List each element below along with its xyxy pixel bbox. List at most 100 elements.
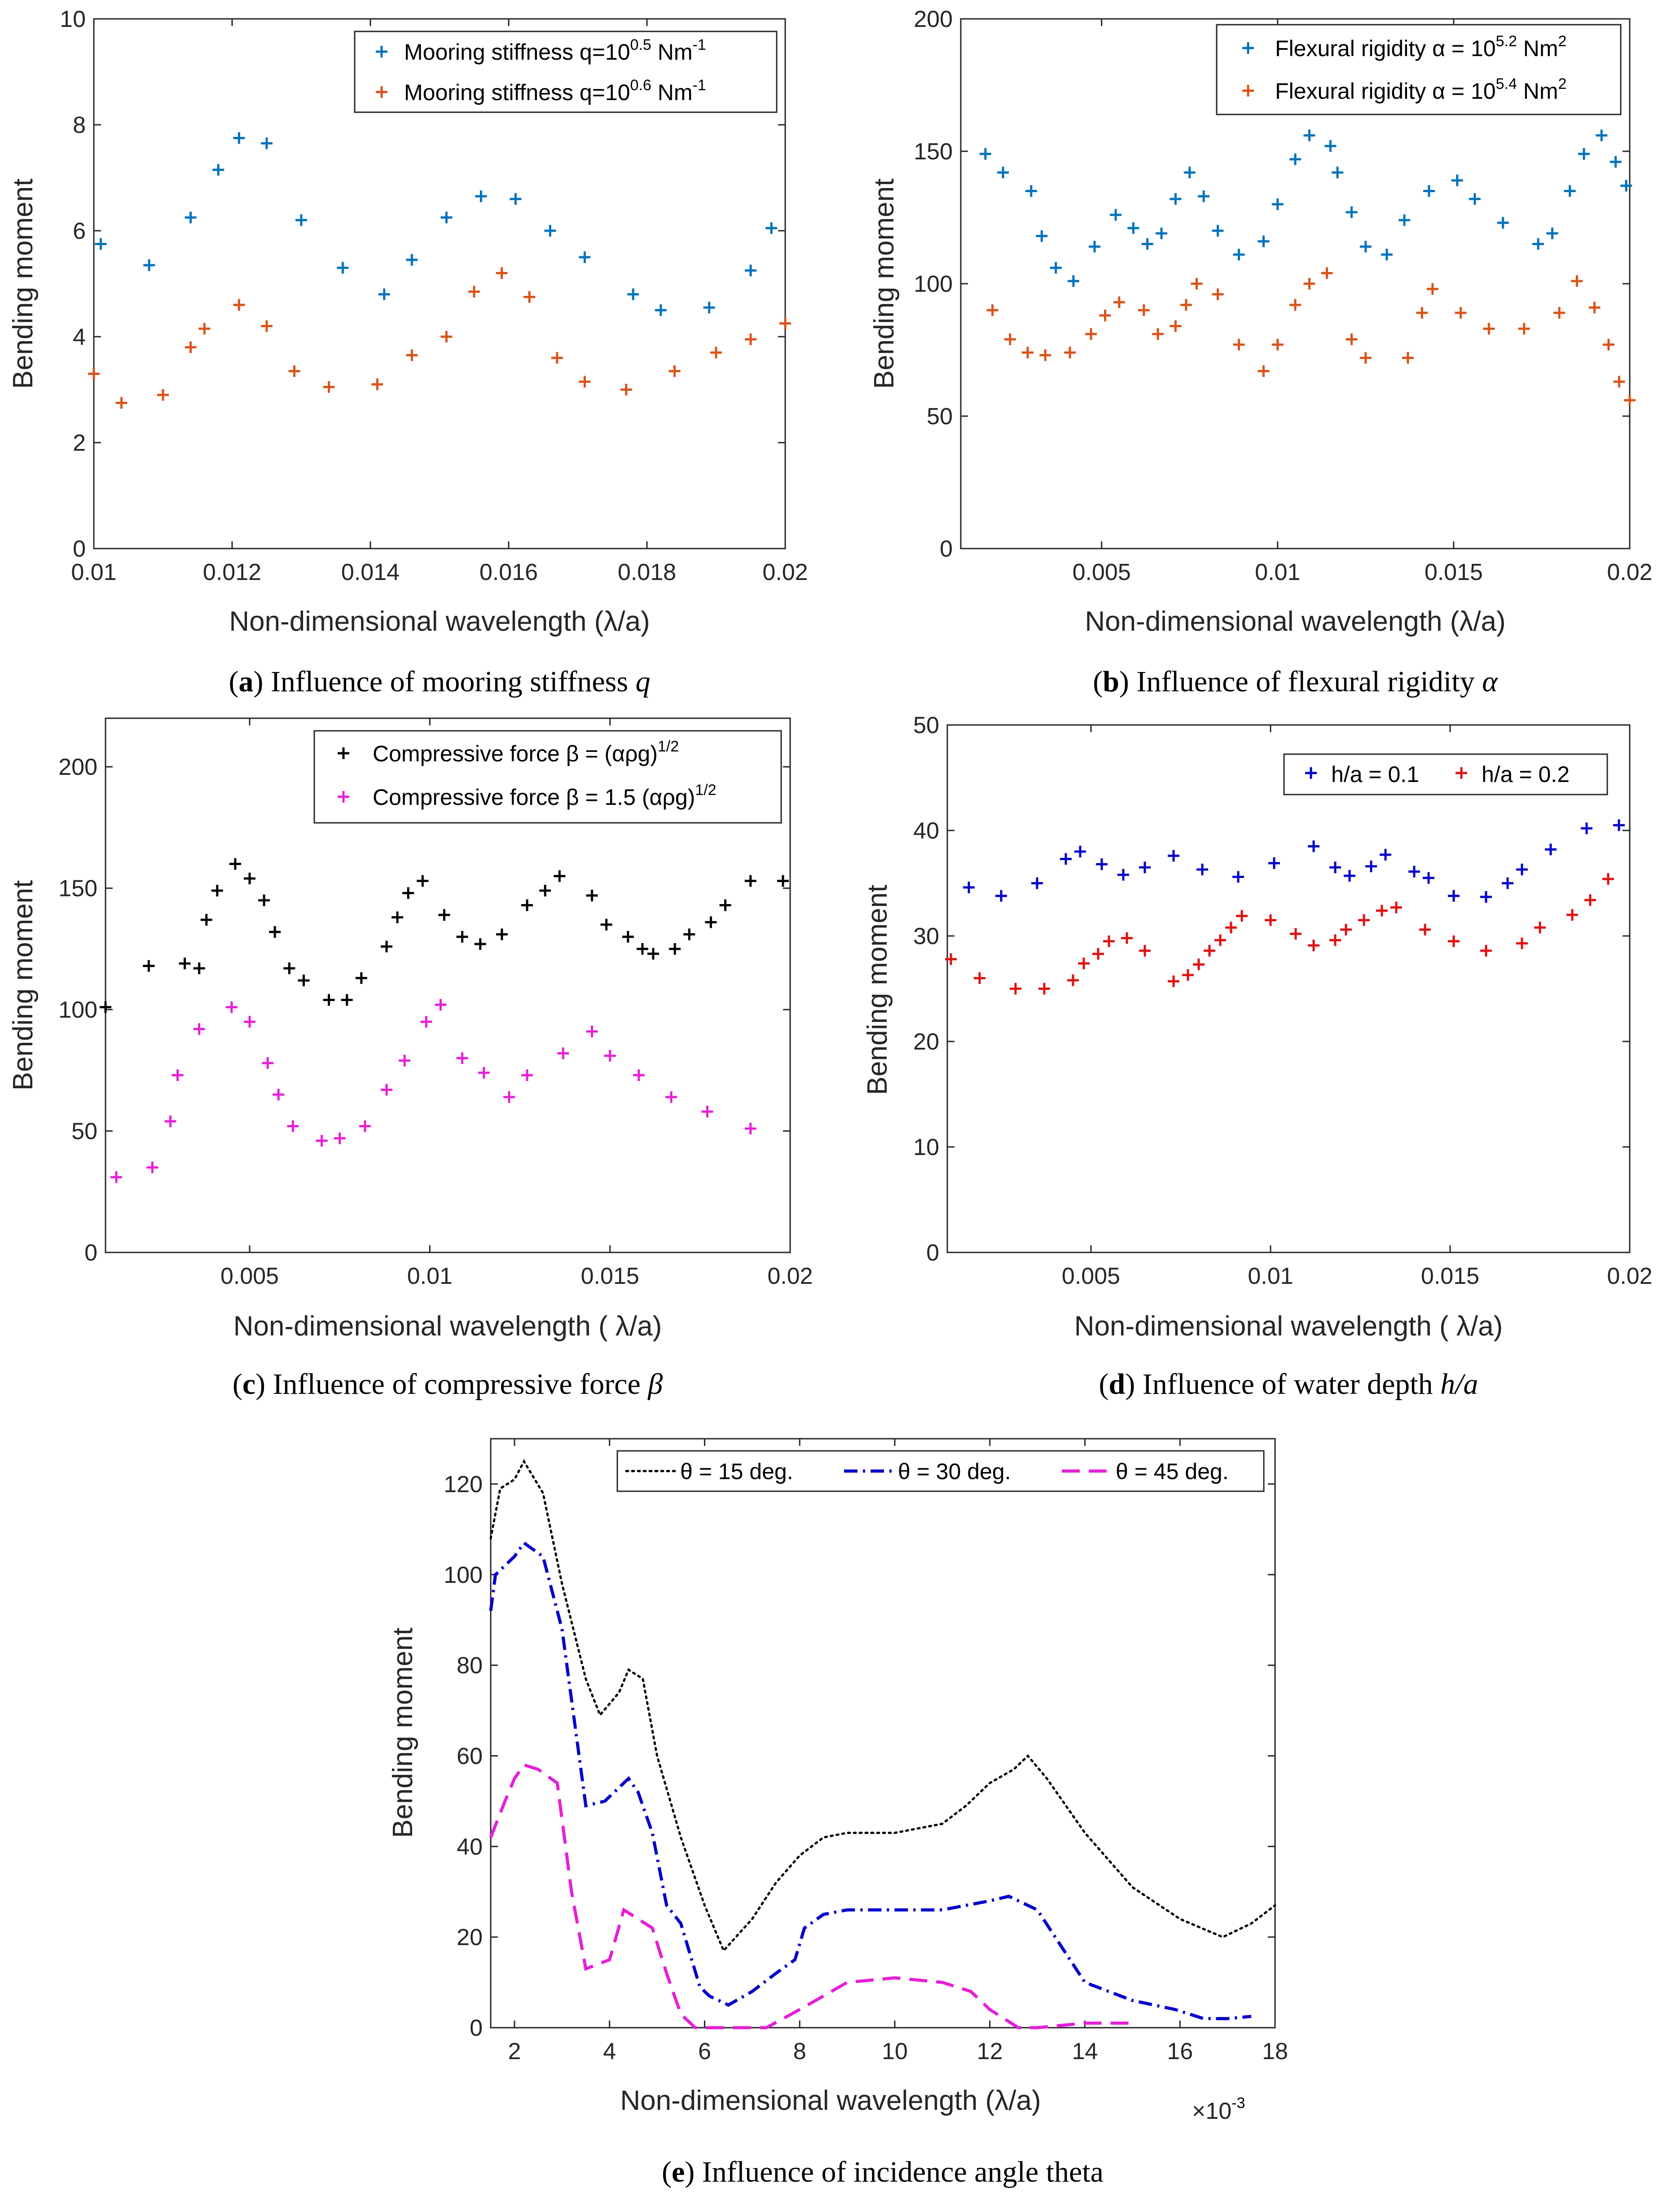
data-point-b-s1 xyxy=(1085,328,1097,340)
data-point-b-s1 xyxy=(1483,323,1495,335)
data-point-b-s0 xyxy=(1620,180,1632,192)
y-tick-label: 40 xyxy=(913,818,939,844)
x-axis-label-b: Non-dimensional wavelength (λ/a) xyxy=(1085,606,1505,637)
data-point-d-s1 xyxy=(1103,935,1115,947)
data-point-d-s0 xyxy=(1613,819,1625,831)
data-point-d-s1 xyxy=(1236,910,1248,922)
data-point-b-s1 xyxy=(986,304,998,316)
data-point-c-s1 xyxy=(503,1091,515,1103)
data-point-a-s1 xyxy=(779,317,791,329)
data-point-d-s0 xyxy=(1344,870,1355,882)
data-point-c-s1 xyxy=(665,1091,677,1103)
data-point-b-s0 xyxy=(1469,193,1481,205)
data-point-a-s1 xyxy=(551,352,563,364)
x-axis-label-c: Non-dimensional wavelength ( λ/a) xyxy=(233,1311,662,1342)
data-point-a-s0 xyxy=(765,222,778,234)
data-point-b-s0 xyxy=(1067,275,1079,287)
data-point-d-s0 xyxy=(1516,863,1528,875)
data-point-c-s0 xyxy=(554,870,566,882)
data-point-b-s0 xyxy=(1497,217,1509,229)
legend-e: θ = 15 deg. θ = 30 deg. θ = 45 deg. xyxy=(616,1450,1265,1492)
y-ticks-c: 0 50 100 150 200 xyxy=(58,754,790,1266)
data-point-d-s1 xyxy=(1182,969,1194,981)
data-point-a-s0 xyxy=(703,302,715,314)
data-point-c-s0 xyxy=(669,943,681,955)
data-point-b-s1 xyxy=(1039,349,1051,361)
panel-e: 0 20 40 60 80 100 120 2 4 6 8 10 12 14 16 18 Non-dimen… xyxy=(387,1438,1288,2188)
data-point-d-s0 xyxy=(995,890,1007,902)
data-point-b-s0 xyxy=(1532,238,1544,250)
series-line-e-0 xyxy=(489,1459,1276,1953)
legend-box-e xyxy=(616,1450,1265,1492)
x-tick-label: 4 xyxy=(603,2038,616,2064)
data-point-d-s1 xyxy=(1214,934,1226,946)
data-point-a-s0 xyxy=(337,262,349,274)
caption-d: (d) Influence of water depth h/a xyxy=(1099,1368,1478,1401)
data-point-b-s1 xyxy=(1613,376,1625,388)
panel-d: 0 10 20 30 40 50 0.005 0.01 0.015 0.02 Non-dimen… xyxy=(862,712,1653,1401)
caption-e: (e) Influence of incidence angle theta xyxy=(662,2156,1104,2188)
data-point-d-s0 xyxy=(1139,861,1151,874)
data-point-d-s1 xyxy=(1329,934,1341,946)
data-point-c-s0 xyxy=(100,1001,111,1013)
marks-d xyxy=(945,819,1625,995)
data-point-b-s1 xyxy=(1426,283,1438,295)
panel-a: 0 2 4 6 8 10 0.01 0.012 0.014 0.016 0.018 0.02 Non… xyxy=(8,6,808,698)
x-tick-label: 0.02 xyxy=(1607,1263,1652,1289)
data-point-d-s0 xyxy=(1308,840,1319,852)
data-point-c-s1 xyxy=(110,1171,123,1183)
x-tick-label: 0.015 xyxy=(581,1263,639,1289)
y-tick-label: 100 xyxy=(444,1562,483,1588)
data-point-b-s1 xyxy=(1170,320,1182,332)
legend-plus-icon xyxy=(1242,85,1254,97)
y-tick-label: 50 xyxy=(71,1119,97,1145)
data-point-b-s1 xyxy=(1588,302,1601,314)
x-ticks-e: 2 4 6 8 10 12 14 16 18 xyxy=(508,1439,1288,2064)
data-point-b-s1 xyxy=(1416,307,1428,319)
data-point-b-s0 xyxy=(1332,167,1344,179)
x-tick-label: 10 xyxy=(882,2038,908,2064)
data-point-b-s0 xyxy=(1050,262,1062,274)
data-point-d-s1 xyxy=(1376,905,1388,917)
data-point-c-s0 xyxy=(211,885,223,897)
data-point-a-s1 xyxy=(523,291,536,303)
data-point-a-s1 xyxy=(668,365,681,377)
data-point-c-s0 xyxy=(200,914,212,926)
data-point-d-s1 xyxy=(1121,932,1133,944)
data-point-a-s0 xyxy=(440,211,453,224)
data-point-c-s0 xyxy=(705,916,717,928)
data-point-c-s0 xyxy=(269,926,281,938)
data-point-d-s1 xyxy=(1168,975,1179,988)
data-point-b-s1 xyxy=(1138,304,1150,316)
y-tick-label: 50 xyxy=(927,404,953,430)
data-point-b-s1 xyxy=(1321,267,1333,279)
data-point-c-s1 xyxy=(381,1084,393,1096)
x-tick-label: 0.015 xyxy=(1421,1263,1479,1289)
data-point-d-s0 xyxy=(1031,877,1043,889)
data-point-d-s0 xyxy=(963,881,975,893)
data-point-a-s0 xyxy=(143,259,155,271)
data-point-b-s0 xyxy=(1258,235,1270,247)
data-point-d-s1 xyxy=(1516,937,1528,949)
data-point-d-s0 xyxy=(1480,891,1492,903)
data-point-a-s0 xyxy=(233,132,245,144)
legend-b: Flexural rigidity α = 105.2 Nm2 Flexural… xyxy=(1216,24,1622,115)
x-tick-label: 0.016 xyxy=(479,559,538,585)
legend-plus-icon xyxy=(338,747,349,759)
data-point-c-s1 xyxy=(287,1120,299,1132)
y-axis-label-e: Bending moment xyxy=(387,1628,418,1838)
data-point-a-s1 xyxy=(115,397,128,409)
x-ticks-a: 0.01 0.012 0.014 0.016 0.018 0.02 xyxy=(71,19,808,585)
x-tick-label: 0.02 xyxy=(762,559,808,585)
data-point-d-s0 xyxy=(1168,850,1179,862)
data-point-c-s1 xyxy=(262,1057,274,1069)
data-point-c-s0 xyxy=(777,875,789,887)
data-point-d-s0 xyxy=(1502,877,1513,889)
data-point-d-s1 xyxy=(1419,923,1431,936)
data-point-d-s1 xyxy=(1340,923,1352,936)
data-point-d-s1 xyxy=(1010,983,1021,995)
data-point-a-s1 xyxy=(198,323,211,335)
data-point-a-s0 xyxy=(544,225,556,237)
x-tick-label: 0.01 xyxy=(71,559,116,585)
data-point-c-s1 xyxy=(273,1089,285,1101)
